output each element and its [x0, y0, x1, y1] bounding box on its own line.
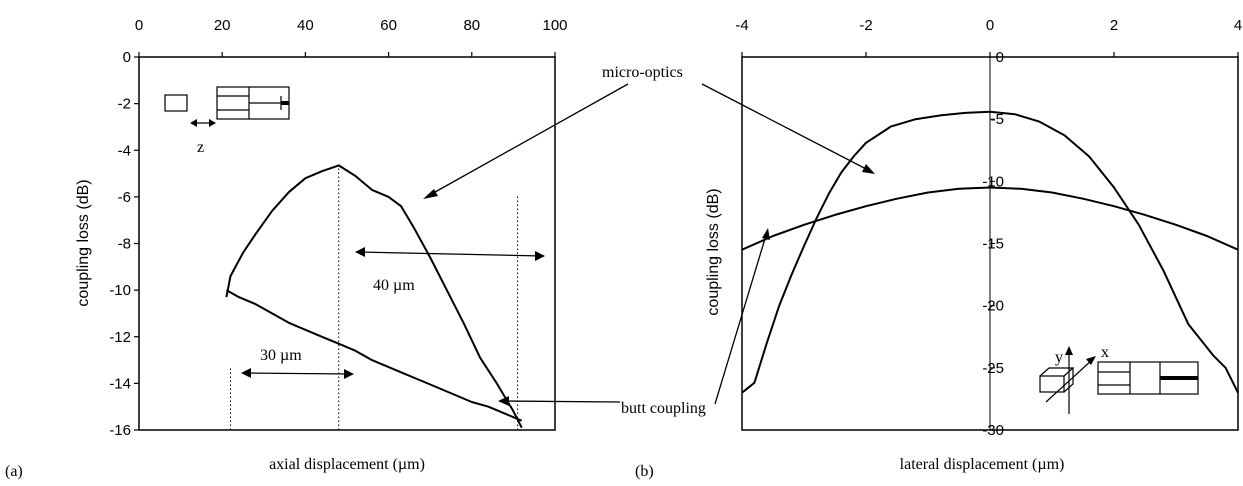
- y-tick-label: -14: [109, 375, 131, 392]
- panel-label-b: (b): [635, 463, 654, 480]
- series-b: [741, 110, 1239, 394]
- x-tick-label: 60: [380, 17, 397, 34]
- y-tick-label: -15: [982, 236, 1004, 253]
- x-tick-label: 0: [986, 17, 994, 34]
- y-tick-label: -16: [109, 422, 131, 439]
- panel-label-a: (a): [5, 463, 23, 480]
- x-tick-label: 40: [297, 17, 314, 34]
- span-40-arrow-icon: [355, 247, 545, 261]
- x-ticks-b: -4 -2 0 2 4: [735, 17, 1242, 57]
- y-tick-label: -5: [991, 111, 1004, 128]
- y-axis-arrow-icon: [1065, 346, 1073, 414]
- inset-axis-label-z: z: [197, 139, 204, 156]
- x-tick-label: -2: [859, 17, 872, 34]
- lens-block-shape: [164, 94, 188, 112]
- x-tick-label: 4: [1234, 17, 1242, 34]
- inset-axis-label-y: y: [1055, 349, 1063, 366]
- callout-butt-coupling: butt coupling: [621, 400, 706, 417]
- x-axis-arrow-icon: [1045, 356, 1096, 403]
- x-tick-label: -4: [735, 17, 748, 34]
- y-tick-label: -12: [109, 329, 131, 346]
- x-ticks-a: 0 20 40 60 80 100: [135, 17, 568, 57]
- axial-inset-diagram: [164, 86, 290, 120]
- lens-block-top-shape: [1039, 367, 1075, 377]
- z-arrow-icon: [190, 119, 216, 127]
- series-line-butt-coupling: [225, 289, 523, 422]
- y-ticks-b: 0 -5 -10 -15 -20 -25 -30: [982, 49, 1004, 439]
- series-line-micro-optics: [225, 164, 523, 429]
- callout-micro-optics: micro-optics: [602, 64, 683, 81]
- x-tick-label: 80: [463, 17, 480, 34]
- callout-arrow-butt-coupling-b-icon: [714, 228, 770, 405]
- callout-arrow-micro-optics-a-icon: [423, 83, 629, 199]
- span-30-label: 30 µm: [260, 347, 302, 364]
- series-line-butt-coupling: [741, 186, 1239, 251]
- x-tick-label: 20: [214, 17, 231, 34]
- x-tick-label: 0: [135, 17, 143, 34]
- y-tick-label: -2: [118, 96, 131, 113]
- x-tick-label: 100: [542, 17, 567, 34]
- y-tick-label: 0: [996, 49, 1004, 66]
- y-tick-label: -30: [982, 422, 1004, 439]
- series-line-micro-optics: [741, 110, 1239, 394]
- callout-arrow-micro-optics-b-icon: [701, 83, 875, 174]
- y-tick-label: 0: [123, 49, 131, 66]
- y-tick-label: -10: [109, 282, 131, 299]
- y-axis-label-a: coupling loss (dB): [75, 179, 92, 306]
- lens-block-shape: [1039, 375, 1065, 393]
- callout-arrow-butt-coupling-a-icon: [498, 396, 621, 406]
- guide-lines-a: [230, 164, 519, 430]
- y-ticks-a: 0 -2 -4 -6 -8 -10 -12 -14 -16: [109, 49, 139, 439]
- y-tick-label: -10: [982, 173, 1004, 190]
- y-tick-label: -25: [982, 360, 1004, 377]
- y-tick-label: -20: [982, 298, 1004, 315]
- x-axis-label-a: axial displacement (µm): [269, 456, 425, 473]
- y-tick-label: -8: [118, 236, 131, 253]
- series-a: [225, 164, 523, 429]
- panel-a: 0 20 40 60 80 100 0 -2 -4 -6 -8 -10 -12 -14 -16 coupl…: [5, 17, 706, 480]
- x-axis-label-b: lateral displacement (µm): [900, 456, 1065, 473]
- span-40-label: 40 µm: [373, 277, 415, 294]
- x-tick-label: 2: [1110, 17, 1118, 34]
- lateral-inset-diagram: [1039, 361, 1199, 395]
- span-30-arrow-icon: [241, 368, 354, 379]
- y-tick-label: -6: [118, 189, 131, 206]
- y-tick-label: -4: [118, 142, 131, 159]
- panel-b: -4 -2 0 2 4 0-5-10-15-20-25-30 coupling loss…: [635, 17, 1242, 480]
- y-axis-label-b: coupling loss (dB): [705, 188, 722, 315]
- inset-axis-label-x: x: [1101, 344, 1109, 361]
- lens-block-side-shape: [1063, 368, 1074, 393]
